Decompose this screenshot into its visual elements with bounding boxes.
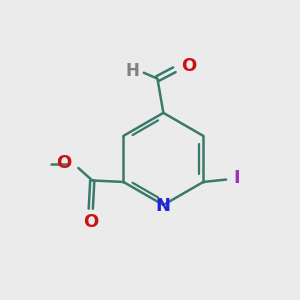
Text: O: O: [56, 154, 71, 172]
Text: O: O: [83, 213, 98, 231]
Text: I: I: [233, 169, 240, 187]
Text: H: H: [125, 61, 139, 80]
Text: N: N: [156, 196, 171, 214]
Text: O: O: [181, 58, 196, 76]
